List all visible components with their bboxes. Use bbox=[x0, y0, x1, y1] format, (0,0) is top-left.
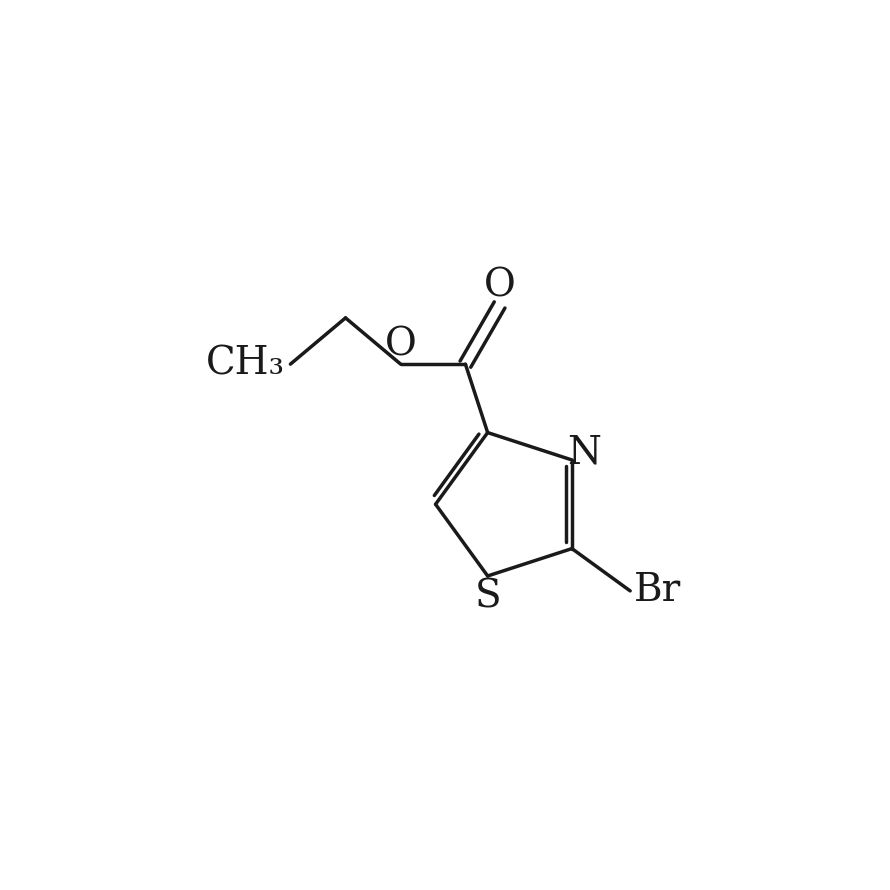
Text: Br: Br bbox=[634, 572, 681, 610]
Text: O: O bbox=[484, 267, 515, 304]
Text: O: O bbox=[384, 327, 417, 363]
Text: CH₃: CH₃ bbox=[206, 345, 285, 383]
Text: N: N bbox=[567, 434, 602, 472]
Text: S: S bbox=[474, 578, 501, 615]
